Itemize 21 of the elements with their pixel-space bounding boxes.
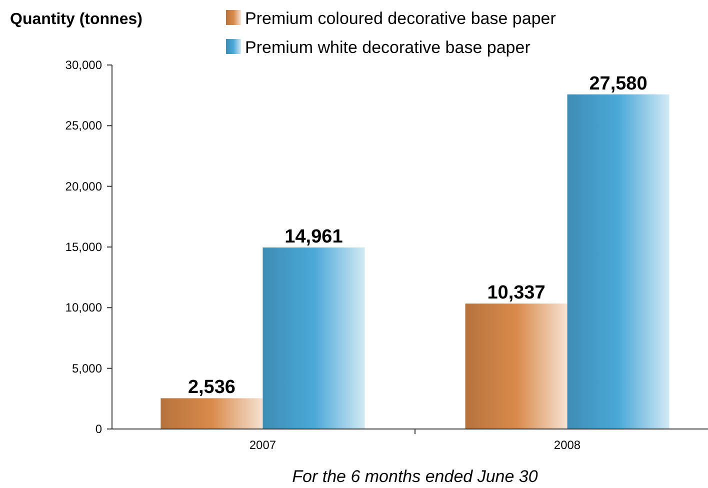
y-tick-label: 15,000 xyxy=(65,240,102,254)
y-tick-label: 25,000 xyxy=(65,118,102,133)
bar xyxy=(262,247,365,429)
y-axis-title: Quantity (tonnes) xyxy=(10,11,142,28)
text: 10,337 xyxy=(487,282,546,304)
x-tick-label: 2007 xyxy=(249,438,276,452)
x-tick-label: 2008 xyxy=(554,438,581,452)
y-tick-label: 20,000 xyxy=(65,179,102,194)
legend-label: Premium white decorative base paper xyxy=(245,38,531,57)
text: 2,536 xyxy=(188,377,236,398)
text: 27,580 xyxy=(589,73,648,94)
x-axis-title: For the 6 months ended June 30 xyxy=(292,467,538,486)
y-tick-label: 5,000 xyxy=(72,361,102,376)
y-tick-label: 0 xyxy=(95,422,102,436)
bar xyxy=(465,304,568,429)
y-tick-label: 10,000 xyxy=(65,300,102,315)
y-tick-label: 30,000 xyxy=(65,58,102,72)
text: 14,961 xyxy=(284,226,343,248)
legend-label: Premium coloured decorative base paper xyxy=(245,9,556,28)
bar xyxy=(567,94,670,429)
bar xyxy=(160,398,263,429)
